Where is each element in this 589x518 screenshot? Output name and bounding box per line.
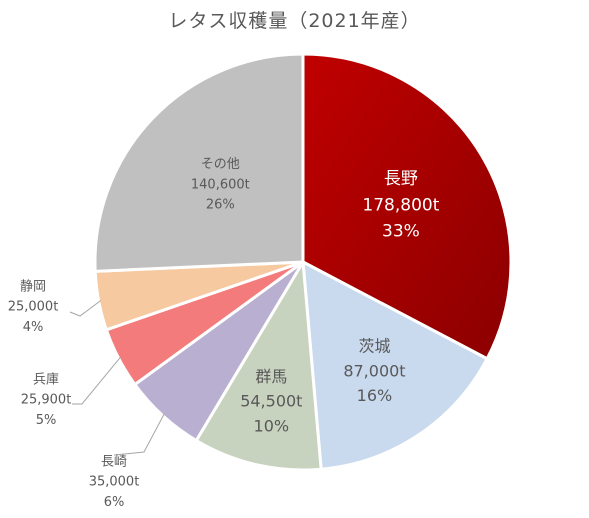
pie-slice-1 [301, 259, 490, 471]
slice-label-1: 茨城 [358, 336, 390, 355]
leader-line-3 [113, 413, 165, 456]
slice-label-2: 群馬 [255, 367, 287, 386]
slice-label-3: 長崎 [101, 455, 127, 470]
slice-percent-0: 33% [382, 222, 420, 242]
slice-percent-6: 26% [206, 198, 235, 213]
slice-value-2: 54,500t [240, 392, 302, 411]
slice-value-5: 25,000t [8, 300, 59, 315]
slice-percent-5: 4% [23, 320, 44, 335]
slice-value-6: 140,600t [191, 177, 250, 192]
slice-label-0: 長野 [384, 169, 418, 189]
slice-label-4: 兵庫 [33, 373, 59, 388]
slice-value-0: 178,800t [362, 195, 439, 215]
slice-percent-3: 6% [104, 495, 125, 510]
pie-slice-2 [194, 257, 323, 472]
slice-percent-1: 16% [357, 386, 393, 405]
slice-percent-2: 10% [254, 417, 290, 436]
slice-label-5: 静岡 [20, 280, 46, 295]
leader-line-4 [72, 356, 121, 405]
slice-value-4: 25,900t [21, 393, 72, 408]
slice-percent-4: 5% [36, 413, 57, 428]
pie-slice-0 [301, 52, 513, 361]
slice-label-6: その他 [201, 157, 240, 172]
slice-value-3: 35,000t [89, 475, 140, 490]
pie-slice-6 [93, 52, 305, 273]
chart-title: レタス収穫量（2021年産） [168, 10, 421, 32]
leader-line-5 [69, 300, 101, 317]
slice-value-1: 87,000t [343, 361, 405, 380]
